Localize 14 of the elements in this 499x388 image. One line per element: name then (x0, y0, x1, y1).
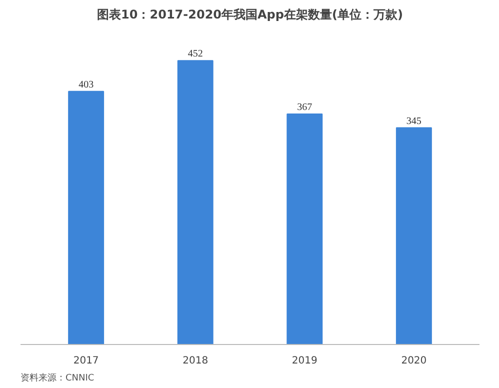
x-tick-label: 2018 (182, 356, 208, 366)
chart-title: 图表10：2017-2020年我国App在架数量(单位：万款) (97, 8, 403, 22)
data-label: 345 (406, 116, 422, 127)
x-tick-label: 2017 (73, 356, 99, 366)
x-tick-label: 2019 (292, 356, 318, 366)
bar (286, 113, 323, 344)
bar (177, 60, 214, 344)
x-tick-label: 2020 (401, 356, 427, 366)
data-label: 452 (188, 48, 203, 60)
data-label: 367 (297, 102, 312, 113)
text: 资料来源：CNNIC (20, 372, 94, 384)
bar (396, 127, 432, 344)
data-label: 403 (78, 79, 94, 90)
bar (68, 90, 104, 344)
